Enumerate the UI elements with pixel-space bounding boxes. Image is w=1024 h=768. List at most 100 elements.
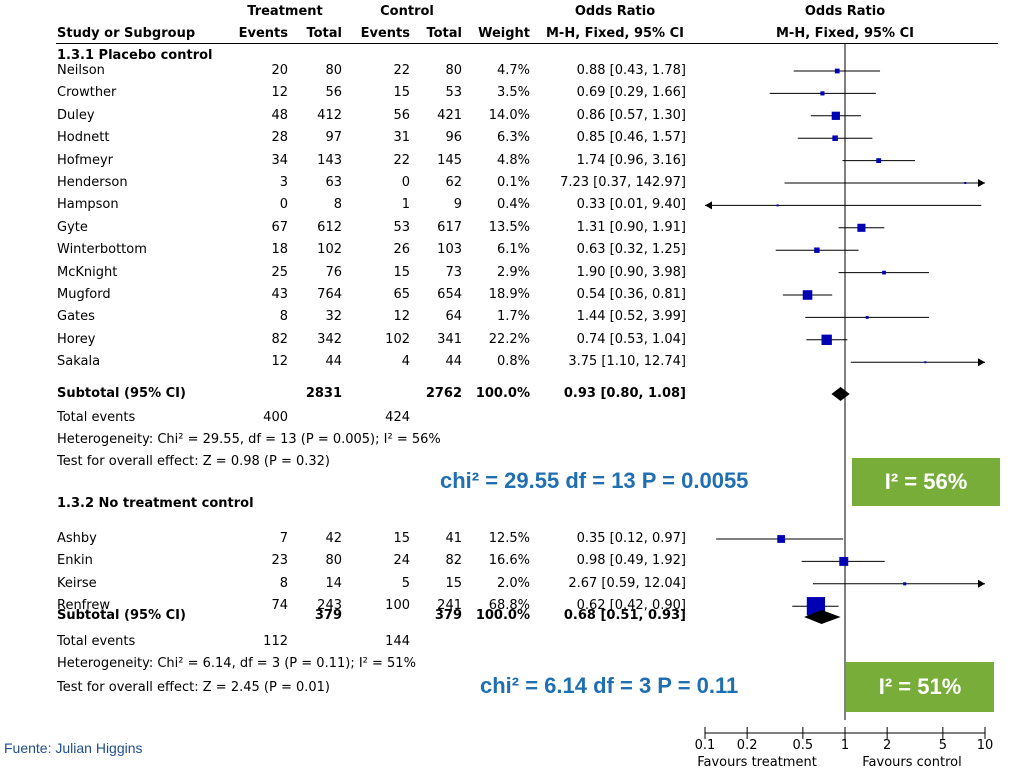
odds-ratio-ci: 0.33 [0.01, 9.40] xyxy=(576,197,686,213)
study-marker xyxy=(903,582,907,586)
weight-value: 3.5% xyxy=(496,85,530,101)
study-name: Hofmeyr xyxy=(57,152,114,168)
events-treatment: 43 xyxy=(271,287,288,302)
study-marker xyxy=(821,334,832,345)
events-treatment: 28 xyxy=(271,130,288,146)
events-treatment: 12 xyxy=(271,85,288,101)
events-control: 15 xyxy=(393,85,410,101)
weight-value: 13.5% xyxy=(488,219,530,235)
study-name: Crowther xyxy=(57,85,117,101)
total-control: 15 xyxy=(445,575,462,591)
total-treatment: 8 xyxy=(333,197,342,213)
weight-value: 12.5% xyxy=(488,531,530,546)
method-plot-header: M-H, Fixed, 95% CI xyxy=(775,26,914,41)
ci-arrow-right xyxy=(978,179,985,187)
group2-subtotal-label: Subtotal (95% CI) xyxy=(57,608,186,623)
group1-overall-effect: Test for overall effect: Z = 0.98 (P = 0… xyxy=(57,454,330,469)
x-tick-label: 10 xyxy=(977,738,994,753)
group2-heterogeneity: Heterogeneity: Chi² = 6.14, df = 3 (P = … xyxy=(57,656,416,671)
events-control: 22 xyxy=(393,63,410,78)
odds-ratio-ci: 2.67 [0.59, 12.04] xyxy=(568,575,686,591)
group2-subtotal-ci: 0.68 [0.51, 0.93] xyxy=(563,608,686,623)
odds-ratio-ci: 3.75 [1.10, 12.74] xyxy=(568,354,686,370)
weight-value: 6.3% xyxy=(496,130,530,146)
total-control: 9 xyxy=(453,197,462,213)
total-control: 341 xyxy=(437,331,462,347)
odds-ratio-ci: 0.62 [0.42, 0.90] xyxy=(576,598,686,614)
events-treatment: 0 xyxy=(279,197,288,213)
group1-subtotal-weight: 100.0% xyxy=(475,386,530,401)
treatment-total-header: Total xyxy=(306,26,342,41)
subtotal-diamond xyxy=(831,387,850,401)
events-control: 4 xyxy=(401,354,410,370)
events-control: 65 xyxy=(393,287,410,302)
subtotal-diamond xyxy=(804,610,841,624)
events-control: 12 xyxy=(393,309,410,325)
study-name: Gyte xyxy=(57,219,88,235)
study-name: Henderson xyxy=(57,175,128,190)
events-treatment: 3 xyxy=(279,175,288,190)
events-treatment: 23 xyxy=(271,553,288,569)
control-total-header: Total xyxy=(426,26,462,41)
study-name: Enkin xyxy=(57,553,93,569)
study-name: Ashby xyxy=(57,531,97,546)
weight-value: 2.9% xyxy=(496,264,530,280)
favours-control-label: Favours control xyxy=(862,755,961,768)
odds-ratio-ci: 0.86 [0.57, 1.30] xyxy=(576,107,686,123)
odds-ratio-ci: 1.90 [0.90, 3.98] xyxy=(576,264,686,280)
weight-value: 0.1% xyxy=(496,175,530,190)
total-treatment: 63 xyxy=(325,175,342,190)
header-divider xyxy=(56,43,998,44)
odds-ratio-plot-header: Odds Ratio xyxy=(804,4,886,19)
events-control: 5 xyxy=(401,575,410,591)
odds-ratio-ci: 0.98 [0.49, 1.92] xyxy=(576,553,686,569)
group2-total-events-c: 144 xyxy=(385,634,410,649)
events-control: 53 xyxy=(393,219,410,235)
total-control: 41 xyxy=(445,531,462,546)
events-control: 15 xyxy=(393,264,410,280)
odds-ratio-ci: 0.63 [0.32, 1.25] xyxy=(576,242,686,258)
events-control: 0 xyxy=(401,175,410,190)
study-name: Winterbottom xyxy=(57,242,147,258)
study-marker xyxy=(865,315,869,319)
x-tick-label: 0.5 xyxy=(793,738,814,753)
study-name: Hampson xyxy=(57,197,119,213)
total-control: 421 xyxy=(437,107,462,123)
x-tick-label: 0.1 xyxy=(695,738,716,753)
total-treatment: 612 xyxy=(317,219,342,235)
total-treatment: 56 xyxy=(325,85,342,101)
total-control: 82 xyxy=(445,553,462,569)
control-events-header: Events xyxy=(360,26,410,41)
total-control: 617 xyxy=(437,219,462,235)
group2-subtotal-weight: 100.0% xyxy=(475,608,530,623)
group2-subtotal-total-c: 379 xyxy=(434,608,462,623)
weight-value: 1.7% xyxy=(496,309,530,325)
study-name: Renfrew xyxy=(57,598,110,614)
chi-annotation-group1: chi² = 29.55 df = 13 P = 0.0055 xyxy=(440,468,749,493)
study-name: Neilson xyxy=(57,63,105,78)
odds-ratio-ci: 1.31 [0.90, 1.91] xyxy=(576,219,686,235)
total-control: 654 xyxy=(437,287,462,302)
events-control: 24 xyxy=(393,553,410,569)
events-treatment: 8 xyxy=(279,575,288,591)
total-control: 44 xyxy=(445,354,462,370)
events-treatment: 48 xyxy=(271,107,288,123)
group2-overall-effect: Test for overall effect: Z = 2.45 (P = 0… xyxy=(57,680,330,695)
weight-value: 2.0% xyxy=(496,575,530,591)
group2-subtotal-total-t: 379 xyxy=(314,608,342,623)
weight-value: 18.9% xyxy=(488,287,530,302)
study-name: Sakala xyxy=(57,354,101,370)
group1-subtotal-total-c: 2762 xyxy=(425,386,462,401)
study-marker xyxy=(924,361,927,364)
favours-treatment-label: Favours treatment xyxy=(697,755,817,768)
total-treatment: 80 xyxy=(325,63,342,78)
source-credit: Fuente: Julian Higgins xyxy=(4,740,143,756)
events-control: 15 xyxy=(393,531,410,546)
group1-subtotal-label: Subtotal (95% CI) xyxy=(57,386,186,401)
method-column-header: M-H, Fixed, 95% CI xyxy=(545,26,684,41)
group1-total-events-c: 424 xyxy=(385,410,410,425)
total-control: 73 xyxy=(445,264,462,280)
study-marker xyxy=(776,204,779,207)
events-control: 102 xyxy=(385,331,410,347)
